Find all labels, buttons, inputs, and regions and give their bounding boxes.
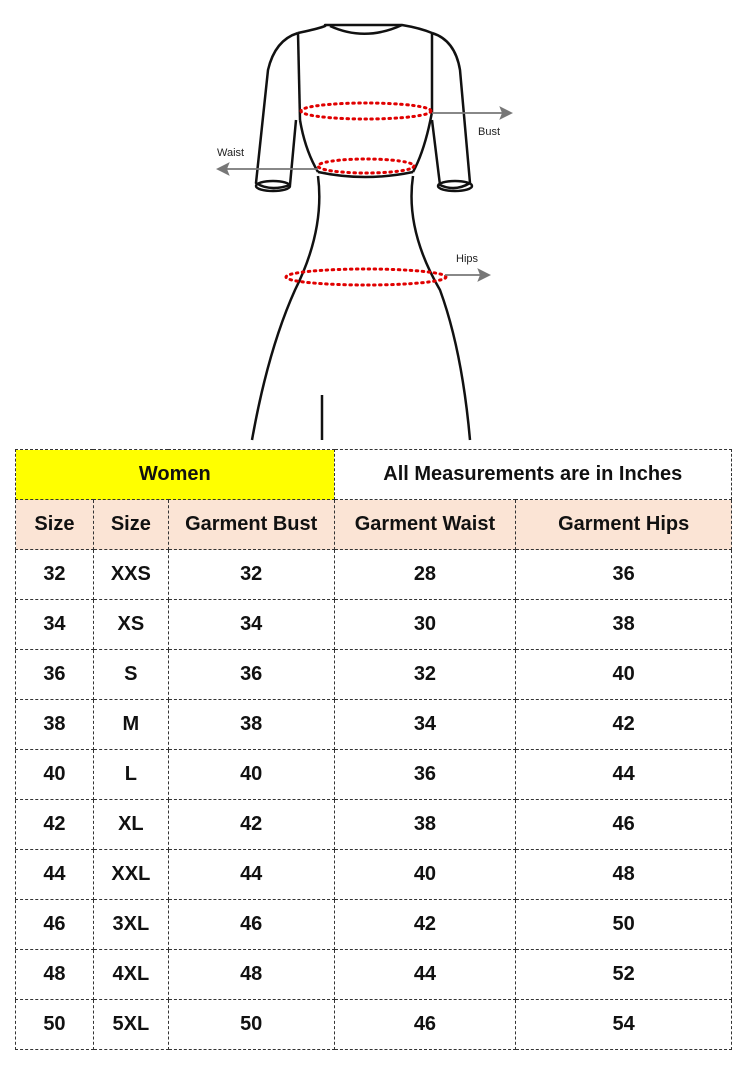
table-cell: 42 — [515, 699, 732, 750]
table-cell: XL — [92, 799, 169, 850]
table-cell: 44 — [333, 949, 517, 1000]
units-note: All Measurements are in Inches — [333, 449, 733, 500]
table-cell: 34 — [167, 599, 335, 650]
measure-arrows — [215, 106, 514, 282]
table-cell: XS — [92, 599, 169, 650]
table-row: 50 5XL 50 46 54 — [15, 999, 732, 1050]
table-cell: L — [92, 749, 169, 800]
table-cell: 50 — [515, 899, 732, 950]
table-cell: 32 — [15, 549, 94, 600]
measure-dots — [284, 101, 448, 287]
table-cell: 30 — [333, 599, 517, 650]
table-row: 44 XXL 44 40 48 — [15, 849, 732, 900]
table-cell: 46 — [15, 899, 94, 950]
table-row: 34 XS 34 30 38 — [15, 599, 732, 650]
table-row: 48 4XL 48 44 52 — [15, 949, 732, 1000]
size-chart-table: Women All Measurements are in Inches Siz… — [15, 449, 733, 1050]
table-cell: 46 — [333, 999, 517, 1050]
table-cell: 46 — [167, 899, 335, 950]
table-cell: 4XL — [92, 949, 169, 1000]
table-cell: 44 — [515, 749, 732, 800]
table-title: Women — [15, 449, 335, 500]
table-cell: 38 — [515, 599, 732, 650]
table-cell: 48 — [15, 949, 94, 1000]
table-cell: 34 — [333, 699, 517, 750]
table-row: 42 XL 42 38 46 — [15, 799, 732, 850]
table-cell: 3XL — [92, 899, 169, 950]
column-header: Size — [15, 499, 94, 550]
table-cell: 32 — [333, 649, 517, 700]
table-cell: XXL — [92, 849, 169, 900]
table-cell: 28 — [333, 549, 517, 600]
table-cell: 36 — [515, 549, 732, 600]
table-cell: M — [92, 699, 169, 750]
bust-label: Bust — [478, 126, 500, 138]
table-row: 38 M 38 34 42 — [15, 699, 732, 750]
dress-outline — [250, 23, 474, 441]
table-cell: 52 — [515, 949, 732, 1000]
table-cell: 32 — [167, 549, 335, 600]
column-header: Size — [92, 499, 169, 550]
table-cell: 38 — [15, 699, 94, 750]
dress-measurement-diagram: Bust Waist Hips — [215, 23, 514, 441]
column-header: Garment Waist — [333, 499, 517, 550]
table-cell: 40 — [15, 749, 94, 800]
table-cell: 42 — [333, 899, 517, 950]
table-cell: 50 — [15, 999, 94, 1050]
table-cell: 42 — [167, 799, 335, 850]
title-row: Women All Measurements are in Inches — [15, 449, 733, 500]
table-cell: 38 — [333, 799, 517, 850]
table-cell: 38 — [167, 699, 335, 750]
table-cell: 40 — [333, 849, 517, 900]
table-cell: XXS — [92, 549, 169, 600]
table-row: 40 L 40 36 44 — [15, 749, 732, 800]
table-cell: 40 — [515, 649, 732, 700]
table-row: 46 3XL 46 42 50 — [15, 899, 732, 950]
table-cell: 34 — [15, 599, 94, 650]
table-cell: 40 — [167, 749, 335, 800]
table-cell: 36 — [15, 649, 94, 700]
header-row: Size Size Garment Bust Garment Waist Gar… — [15, 499, 732, 550]
table-row: 36 S 36 32 40 — [15, 649, 732, 700]
hips-label: Hips — [456, 253, 479, 265]
table-cell: 54 — [515, 999, 732, 1050]
table-cell: 46 — [515, 799, 732, 850]
table-cell: 44 — [15, 849, 94, 900]
table-cell: 50 — [167, 999, 335, 1050]
table-cell: 42 — [15, 799, 94, 850]
table-cell: 48 — [167, 949, 335, 1000]
table-row: 32 XXS 32 28 36 — [15, 549, 732, 600]
column-header: Garment Hips — [515, 499, 732, 550]
table-cell: 36 — [167, 649, 335, 700]
column-header: Garment Bust — [167, 499, 335, 550]
table-cell: 5XL — [92, 999, 169, 1050]
table-cell: S — [92, 649, 169, 700]
table-cell: 48 — [515, 849, 732, 900]
table-cell: 36 — [333, 749, 517, 800]
table-cell: 44 — [167, 849, 335, 900]
waist-label: Waist — [217, 147, 244, 159]
